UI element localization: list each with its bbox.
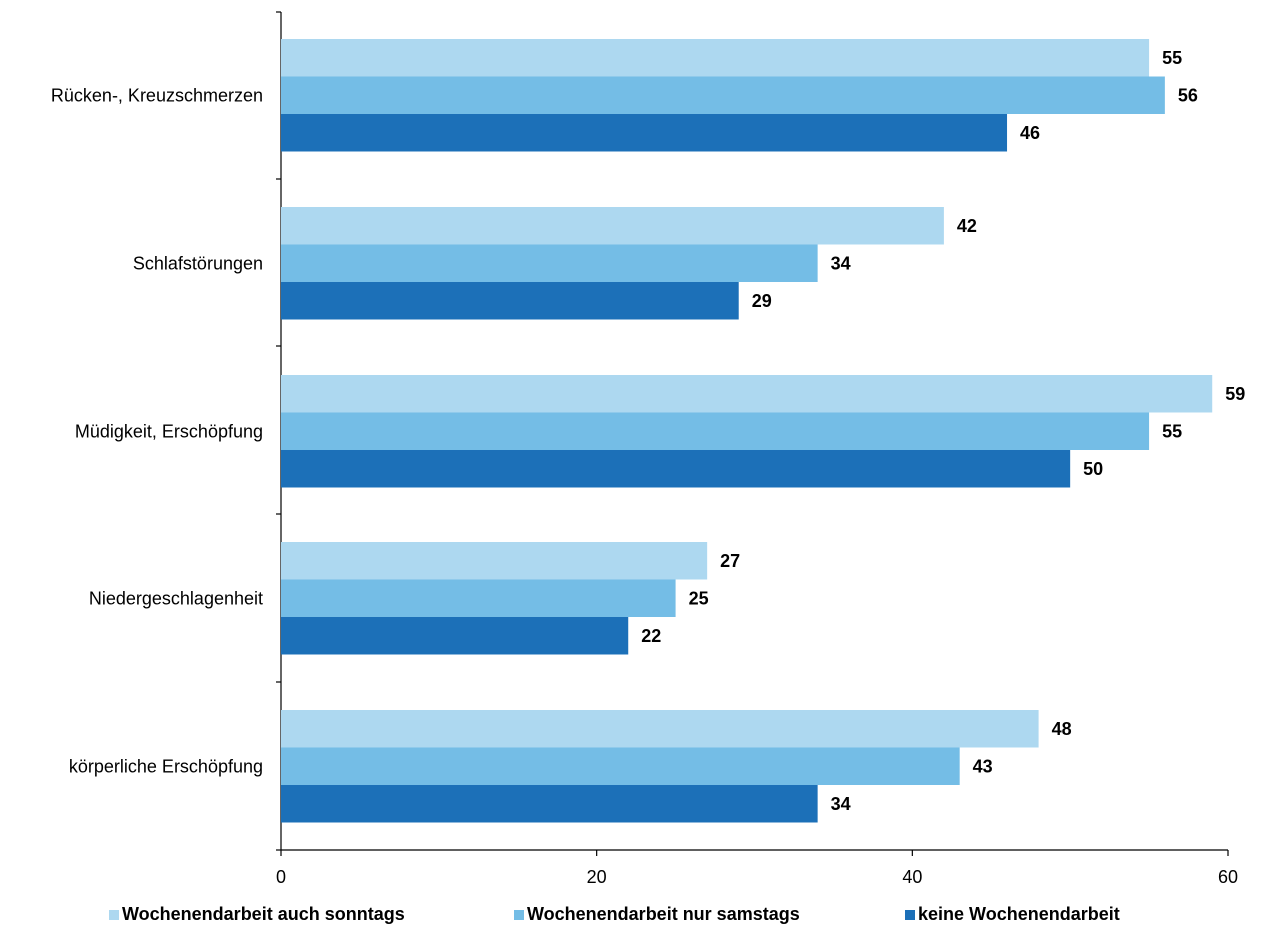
x-tick-label: 60 xyxy=(1218,867,1238,887)
x-tick-label: 20 xyxy=(587,867,607,887)
data-label: 55 xyxy=(1162,421,1182,441)
legend-swatch xyxy=(905,910,915,920)
data-label: 59 xyxy=(1225,384,1245,404)
data-label: 55 xyxy=(1162,48,1182,68)
category-label: Schlafstörungen xyxy=(133,253,263,273)
category-label: Niedergeschlagenheit xyxy=(89,588,263,608)
legend-swatch xyxy=(514,910,524,920)
legend-label: keine Wochenendarbeit xyxy=(918,904,1120,924)
data-label: 29 xyxy=(752,291,772,311)
bar xyxy=(281,76,1165,114)
bar xyxy=(281,244,818,282)
chart-bars: 55 56 46 42 34 29 59 55 50 27 25 22 48 43 34 xyxy=(281,39,1245,823)
bar xyxy=(281,412,1150,450)
data-label: 27 xyxy=(720,551,740,571)
legend-swatch xyxy=(109,910,119,920)
bar xyxy=(281,207,944,245)
legend-label: Wochenendarbeit auch sonntags xyxy=(122,904,405,924)
chart-legend: Wochenendarbeit auch sonntags Wochenendar… xyxy=(109,904,1120,924)
chart-axes: 0 20 40 60 Rücken-, Kreuzschmerzen Schlafstör… xyxy=(51,11,1238,887)
bar xyxy=(281,579,676,617)
x-tick-label: 40 xyxy=(902,867,922,887)
data-label: 46 xyxy=(1020,123,1040,143)
category-label: körperliche Erschöpfung xyxy=(69,756,263,776)
category-label: Müdigkeit, Erschöpfung xyxy=(75,421,263,441)
x-tick-label: 0 xyxy=(276,867,286,887)
data-label: 42 xyxy=(957,216,977,236)
category-label: Rücken-, Kreuzschmerzen xyxy=(51,85,263,105)
bar xyxy=(281,282,739,320)
data-label: 56 xyxy=(1178,85,1198,105)
bar xyxy=(281,710,1039,748)
legend-label: Wochenendarbeit nur samstags xyxy=(527,904,800,924)
data-label: 22 xyxy=(641,626,661,646)
bar xyxy=(281,747,960,785)
data-label: 34 xyxy=(831,794,851,814)
bar xyxy=(281,785,818,823)
data-label: 50 xyxy=(1083,459,1103,479)
bar xyxy=(281,617,629,655)
bar xyxy=(281,542,708,580)
data-label: 25 xyxy=(689,588,709,608)
bar xyxy=(281,375,1213,413)
data-label: 43 xyxy=(973,756,993,776)
bar xyxy=(281,39,1150,77)
data-label: 34 xyxy=(831,253,851,273)
bar xyxy=(281,114,1008,152)
data-label: 48 xyxy=(1052,719,1072,739)
bar xyxy=(281,450,1071,488)
